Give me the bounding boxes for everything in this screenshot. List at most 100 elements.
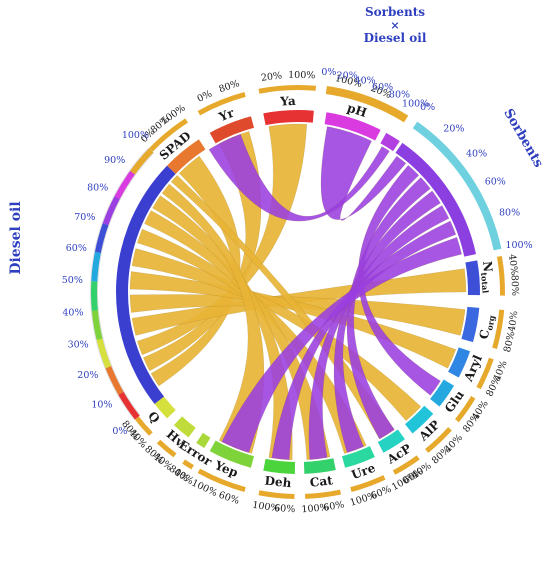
ribbon-sorbents-3 xyxy=(333,190,441,453)
sorbents-scale-3: 60% xyxy=(485,177,506,188)
tick-deh-0: 60% xyxy=(274,503,296,515)
diesel-scale-seg-8 xyxy=(114,170,135,199)
track-aryl xyxy=(476,357,494,390)
tick-acp-2: 100% xyxy=(390,470,419,493)
label-yr: Yr xyxy=(216,105,237,124)
sector-yep xyxy=(209,440,255,468)
diesel-scale-seg-3 xyxy=(91,310,103,340)
track-cat xyxy=(305,489,342,499)
diesel-scale-1: 10% xyxy=(91,399,112,410)
label-ya: Ya xyxy=(279,94,296,109)
label-c: Corg xyxy=(477,313,497,341)
label-q: Q xyxy=(145,409,162,426)
group-label-interaction-1: Sorbents xyxy=(365,5,425,19)
ribbon-sorbents-7 xyxy=(208,133,390,222)
tick-yr-0: 0% xyxy=(196,88,214,104)
tick-n-1: 80% xyxy=(509,275,521,296)
tick-c-1: 80% xyxy=(502,330,518,353)
tick-c-0: 40% xyxy=(507,310,521,332)
tick-yep-0: 60% xyxy=(217,490,241,507)
diesel-scale-0: 0% xyxy=(112,426,127,437)
interaction-scale-4: 80% xyxy=(389,90,410,101)
label-n: Ntotal xyxy=(478,261,496,294)
track-ure xyxy=(350,475,386,492)
label-cat: Cat xyxy=(309,473,334,490)
group-label-sorbents: Sorbents xyxy=(500,106,546,170)
diesel-scale-4: 40% xyxy=(62,307,83,318)
tick-aryl-1: 80% xyxy=(484,375,503,399)
ribbon-sorbents-2 xyxy=(346,177,431,440)
diesel-scale-6: 60% xyxy=(66,243,87,254)
diesel-scale-seg-2 xyxy=(96,338,112,369)
tick-cat-0: 60% xyxy=(323,499,346,513)
diesel-scale-8: 80% xyxy=(87,182,108,193)
tick-ure-1: 100% xyxy=(349,490,378,509)
track-n xyxy=(496,256,505,296)
tick-n-0: 40% xyxy=(506,254,520,276)
track-alp xyxy=(425,427,452,453)
sorbents-scale-5: 100% xyxy=(505,240,532,251)
interaction-scale-track xyxy=(325,86,409,123)
sector-acp xyxy=(377,429,405,453)
sector-hv xyxy=(173,416,196,438)
sorbents-scale-4: 80% xyxy=(499,207,520,218)
interaction-scale-0: 0% xyxy=(321,67,336,78)
sector-error xyxy=(196,432,211,449)
interaction-scale-3: 60% xyxy=(372,82,393,93)
sector-q xyxy=(154,396,176,419)
sorbents-arc xyxy=(395,142,477,257)
sorbents-scale-track xyxy=(412,121,502,251)
diesel-scale-seg-4 xyxy=(90,281,98,311)
diesel-scale-seg-5 xyxy=(91,251,101,282)
track-c xyxy=(492,309,505,350)
tick-ya-1: 100% xyxy=(288,70,315,81)
sorbents-scale-1: 20% xyxy=(443,123,464,134)
interaction-scale-1: 20% xyxy=(337,71,358,82)
track-error xyxy=(182,459,194,470)
diesel-scale-seg-6 xyxy=(94,223,109,253)
sector-n xyxy=(465,260,480,296)
interaction-arc xyxy=(380,132,400,152)
label-ph: pH xyxy=(345,101,368,120)
track-spad xyxy=(149,118,188,152)
interaction-scale-2: 40% xyxy=(355,75,376,86)
tick-cat-1: 100% xyxy=(301,502,329,515)
sector-yr xyxy=(209,116,255,144)
sector-c xyxy=(461,306,480,343)
diesel-oil-arc xyxy=(116,165,176,405)
sector-arcs xyxy=(116,110,480,474)
diesel-scale-5: 50% xyxy=(62,275,83,286)
track-deh xyxy=(258,490,295,499)
sector-ph xyxy=(324,112,381,141)
tick-deh-1: 100% xyxy=(252,500,280,515)
diesel-scale-3: 30% xyxy=(68,339,89,350)
track-yr xyxy=(197,92,246,116)
sector-ya xyxy=(263,110,314,126)
ribbon-sorbents-6 xyxy=(221,236,462,453)
label-deh: Deh xyxy=(264,474,292,491)
tick-yr-1: 80% xyxy=(218,78,242,95)
track-glu xyxy=(454,396,476,423)
sorbents-scale-2: 40% xyxy=(466,148,487,159)
sorbents-scale-0: 0% xyxy=(420,102,435,113)
sector-deh xyxy=(263,458,296,474)
diesel-scale-seg-1 xyxy=(105,365,124,395)
chord-ribbons xyxy=(129,123,467,461)
group-label-interaction-3: Diesel oil xyxy=(364,31,427,45)
track-hv xyxy=(156,439,177,458)
ribbon-sorbents-0 xyxy=(320,126,407,221)
track-yep xyxy=(197,468,246,492)
sector-spad xyxy=(167,139,206,174)
diesel-scale-seg-0 xyxy=(118,391,140,420)
diesel-scale-2: 20% xyxy=(77,370,98,381)
diesel-scale-7: 70% xyxy=(74,212,95,223)
sector-glu xyxy=(430,379,455,407)
ribbon-diesel-2 xyxy=(137,123,308,356)
diesel-scale-seg-7 xyxy=(102,196,120,226)
interaction-scale-5: 100% xyxy=(402,99,429,110)
sector-cat xyxy=(303,458,336,474)
track-acp xyxy=(392,455,420,475)
diesel-scale-9: 90% xyxy=(104,155,125,166)
diesel-scale-10: 100% xyxy=(122,130,149,141)
